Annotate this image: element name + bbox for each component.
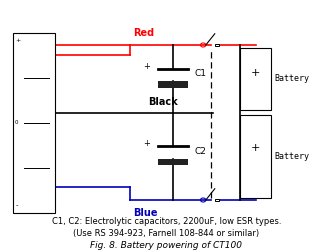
Text: C2: C2 <box>195 147 207 156</box>
Bar <box>240 48 271 110</box>
Text: Black: Black <box>148 98 178 108</box>
Text: Red: Red <box>133 28 154 38</box>
Text: +: + <box>16 38 21 43</box>
Text: -: - <box>16 202 18 208</box>
Bar <box>215 44 219 46</box>
Text: C1, C2: Electrolytic capacitors, 2200uF, low ESR types.: C1, C2: Electrolytic capacitors, 2200uF,… <box>52 217 281 226</box>
Bar <box>215 199 219 201</box>
Text: Fig. 8. Battery powering of CT100: Fig. 8. Battery powering of CT100 <box>91 241 242 250</box>
Text: +: + <box>143 139 150 148</box>
Bar <box>158 159 188 165</box>
Text: C1: C1 <box>195 69 207 78</box>
Text: (Use RS 394-923, Farnell 108-844 or similar): (Use RS 394-923, Farnell 108-844 or simi… <box>74 229 259 238</box>
Text: +: + <box>251 143 260 153</box>
Bar <box>158 81 188 87</box>
Text: +: + <box>143 62 150 71</box>
Text: Blue: Blue <box>133 208 158 218</box>
Bar <box>13 32 55 212</box>
Text: Battery: Battery <box>275 74 310 83</box>
Text: +: + <box>251 68 260 78</box>
Text: Battery: Battery <box>275 152 310 161</box>
Bar <box>240 115 271 198</box>
Text: 0: 0 <box>15 120 19 125</box>
